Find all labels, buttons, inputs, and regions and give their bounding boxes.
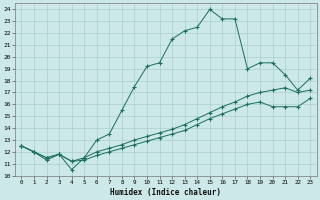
X-axis label: Humidex (Indice chaleur): Humidex (Indice chaleur) (110, 188, 221, 197)
